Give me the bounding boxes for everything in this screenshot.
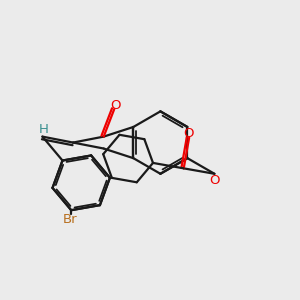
Text: Br: Br [62,213,77,226]
Text: O: O [183,127,194,140]
Text: O: O [110,99,121,112]
Text: H: H [39,123,49,136]
Text: O: O [209,174,220,187]
